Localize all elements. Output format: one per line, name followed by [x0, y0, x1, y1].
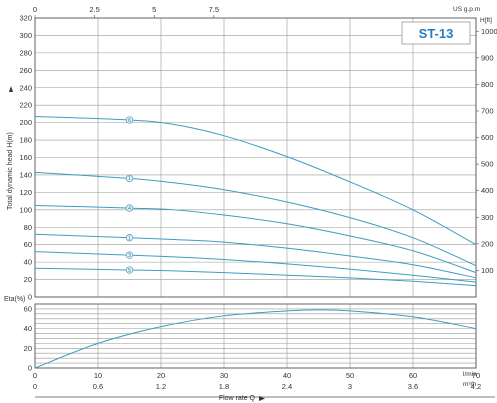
head-y-tick-label: 280 — [19, 48, 32, 57]
head-y-tick-label: 240 — [19, 83, 32, 92]
feet-tick-label: 900 — [481, 53, 494, 62]
model-label: ST-13 — [419, 26, 454, 41]
head-y-tick-label: 100 — [19, 205, 32, 214]
head-axis-arrow-icon — [9, 86, 13, 92]
curve-marker — [125, 116, 134, 124]
head-y-tick-label: 200 — [19, 118, 32, 127]
feet-tick-label: 100 — [481, 266, 494, 275]
gpm-tick-label: 5 — [152, 5, 156, 14]
head-y-tick-label: 220 — [19, 101, 32, 110]
m3h-tick-label: 1.2 — [156, 382, 166, 391]
m3h-tick-label: 3.6 — [408, 382, 418, 391]
head-y-tick-label: 60 — [24, 240, 32, 249]
gpm-tick-label: 0 — [33, 5, 37, 14]
m3h-ticks: 0 0.6 1.2 1.8 2.4 3 3.6 4.2 — [33, 382, 481, 391]
curve-marker — [125, 234, 134, 242]
head-y-tick-label: 40 — [24, 258, 32, 267]
eta-curves — [34, 309, 477, 369]
head-y-ticks: 0 20 40 60 80 100 120 140 160 180 200 220 240 260 280 3… — [19, 14, 32, 302]
eta-y-tick-label: 40 — [24, 324, 32, 333]
eta-axis-title: Eta(%) — [4, 296, 25, 303]
gpm-unit-label: US g.p.m — [453, 6, 480, 13]
m3h-tick-label: 1.8 — [219, 382, 229, 391]
head-grid — [34, 17, 477, 298]
head-axis-title: Total dynamic head H(m) — [7, 132, 14, 210]
feet-tick-label: 1000 — [481, 27, 497, 36]
m3h-tick-label: 0 — [33, 382, 37, 391]
head-y-tick-label: 140 — [19, 170, 32, 179]
lmin-tick-label: 60 — [409, 371, 417, 380]
lmin-tick-label: 20 — [157, 371, 165, 380]
lmin-ticks: 0 10 20 30 40 50 60 70 — [33, 371, 480, 380]
head-y-tick-label: 180 — [19, 136, 32, 145]
curve-marker-label: 1 — [128, 236, 131, 242]
curve-marker-label: 5 — [128, 268, 131, 274]
lmin-tick-label: 50 — [346, 371, 354, 380]
gpm-tick-label: 7.5 — [209, 5, 219, 14]
head-curve — [34, 204, 477, 274]
m3h-tick-label: 2.4 — [282, 382, 292, 391]
curve-marker — [125, 174, 134, 183]
head-y-tick-label: 20 — [24, 275, 32, 284]
feet-unit-label: H[ft] — [480, 17, 492, 24]
head-curve — [34, 233, 477, 279]
head-y-tick-label: 120 — [19, 188, 32, 197]
eta-plot-frame — [34, 303, 477, 369]
feet-tick-label: 600 — [481, 133, 494, 142]
eta-grid — [34, 304, 477, 369]
head-curves: 5 3 1 4 1 6 — [34, 116, 477, 287]
lmin-tick-label: 10 — [94, 371, 102, 380]
lmin-tick-label: 0 — [33, 371, 37, 380]
feet-tick-label: 500 — [481, 160, 494, 169]
lmin-tick-label: 70 — [472, 371, 480, 380]
head-curve — [34, 116, 477, 246]
curve-marker — [125, 204, 134, 212]
m3h-tick-label: 0.6 — [93, 382, 103, 391]
feet-tick-label: 700 — [481, 106, 494, 115]
flow-axis-arrow-icon — [259, 396, 265, 401]
feet-tick-label: 800 — [481, 80, 494, 89]
curve-marker — [125, 251, 134, 259]
flow-axis-title: Flow rate Q — [219, 395, 256, 402]
head-y-tick-label: 80 — [24, 223, 32, 232]
head-chart: 5 3 1 4 1 6 0 20 40 60 80 100 120 140 160 180 200 220 240… — [7, 5, 497, 302]
eta-y-tick-label: 0 — [28, 364, 32, 373]
m3h-unit-label: m³/h — [463, 381, 476, 388]
head-curve — [34, 267, 477, 287]
efficiency-curve — [34, 309, 477, 369]
lmin-tick-label: 40 — [283, 371, 291, 380]
feet-ticks: 100 200 300 400 500 600 700 800 900 1000 — [476, 27, 497, 275]
head-y-tick-label: 260 — [19, 66, 32, 75]
head-y-tick-label: 320 — [19, 14, 32, 23]
head-y-tick-label: 0 — [28, 293, 32, 302]
gpm-tick-label: 2.5 — [89, 5, 99, 14]
curve-marker — [125, 266, 134, 274]
eta-y-tick-label: 20 — [24, 344, 32, 353]
model-box — [401, 21, 471, 45]
head-y-tick-label: 160 — [19, 153, 32, 162]
eta-y-ticks: 0 20 40 60 — [24, 304, 32, 372]
feet-tick-label: 200 — [481, 239, 494, 248]
m3h-tick-label: 3 — [348, 382, 352, 391]
curve-marker-label: 3 — [128, 253, 131, 259]
feet-tick-label: 400 — [481, 186, 494, 195]
lmin-unit-label: l/min — [463, 371, 477, 378]
feet-tick-label: 300 — [481, 213, 494, 222]
curve-marker-label: 1 — [128, 176, 131, 182]
head-y-tick-label: 300 — [19, 31, 32, 40]
gpm-ticks: 0 2.5 5 7.5 — [33, 5, 219, 18]
head-plot-frame — [34, 17, 477, 298]
lmin-tick-label: 30 — [220, 371, 228, 380]
m3h-tick-label: 4.2 — [471, 382, 481, 391]
curve-marker-label: 6 — [128, 118, 131, 124]
head-curve — [34, 251, 477, 283]
curve-marker-label: 4 — [128, 206, 131, 212]
eta-y-tick-label: 60 — [24, 304, 32, 313]
